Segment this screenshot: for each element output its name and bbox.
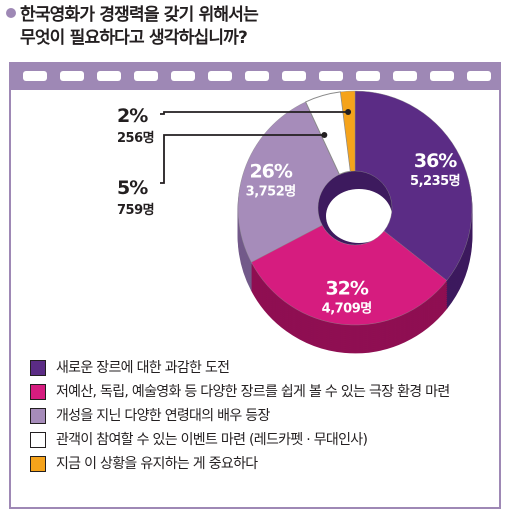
title-line-2: 무엇이 필요하다고 생각하십니까? — [20, 28, 248, 48]
callout-count-label: 256명 — [117, 130, 154, 146]
film-hole — [393, 71, 417, 81]
donut-slice-keep-status-quo — [340, 90, 356, 172]
film-strip-header — [9, 62, 501, 90]
callout-dot — [321, 132, 328, 138]
film-hole — [430, 71, 454, 81]
slice-percent-label: 26% — [249, 160, 292, 182]
callout-count-label: 759명 — [117, 202, 154, 218]
legend-swatch — [30, 360, 46, 376]
slice-percent-label: 36% — [414, 150, 457, 172]
title-bullet-icon — [6, 8, 16, 18]
film-hole — [60, 71, 84, 81]
slice-count-label: 5,235명 — [410, 173, 460, 189]
film-hole — [134, 71, 158, 81]
film-hole — [171, 71, 195, 81]
film-hole — [319, 71, 343, 81]
film-hole — [356, 71, 380, 81]
callout-percent-label: 5% — [117, 177, 148, 199]
chart-title: 한국영화가 경쟁력을 갖기 위해서는 무엇이 필요하다고 생각하십니까? — [6, 4, 506, 50]
film-strip-holes — [23, 62, 503, 90]
legend-label: 새로운 장르에 대한 과감한 도전 — [56, 360, 230, 376]
callout-line — [160, 134, 325, 184]
legend-label: 저예산, 독립, 예술영화 등 다양한 장르를 쉽게 볼 수 있는 극장 환경 … — [56, 384, 450, 400]
film-hole — [282, 71, 306, 81]
donut-slice-diverse-actors — [237, 101, 340, 263]
callout-dot — [345, 109, 352, 115]
donut-hole-inner — [326, 189, 392, 243]
donut-slice-theater-environment — [251, 224, 448, 326]
callout-line — [160, 111, 349, 115]
donut-slice-genre-challenge — [354, 90, 473, 281]
slice-percent-label: 32% — [325, 278, 368, 300]
legend-swatch — [30, 456, 46, 472]
legend-swatch — [30, 408, 46, 424]
legend-swatch — [30, 384, 46, 400]
slice-count-label: 4,709명 — [322, 301, 372, 317]
film-hole — [23, 71, 47, 81]
title-line-1: 한국영화가 경쟁력을 갖기 위해서는 — [20, 5, 259, 25]
legend-label: 개성을 지닌 다양한 연령대의 배우 등장 — [56, 408, 270, 424]
film-hole — [97, 71, 121, 81]
legend-label: 지금 이 상황을 유지하는 게 중요하다 — [56, 456, 258, 472]
legend-label: 관객이 참여할 수 있는 이벤트 마련 (레드카펫 · 무대인사) — [56, 432, 368, 448]
film-hole — [467, 71, 491, 81]
legend-swatch — [30, 432, 46, 448]
film-hole — [245, 71, 269, 81]
callout-percent-label: 2% — [117, 105, 148, 127]
film-hole — [208, 71, 232, 81]
slice-count-label: 3,752명 — [246, 183, 296, 199]
